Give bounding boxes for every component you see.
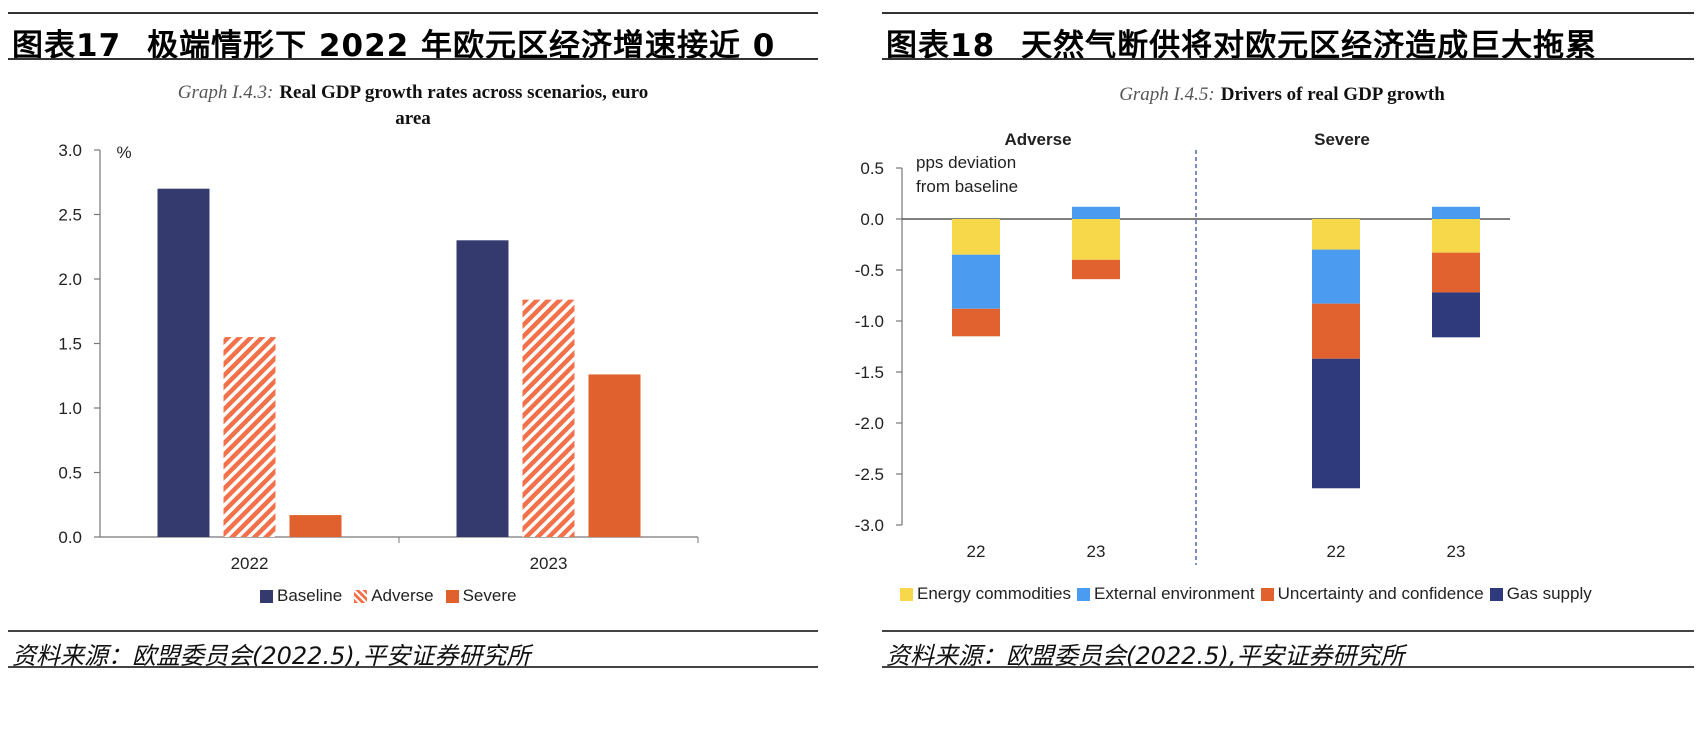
legend-swatch xyxy=(1489,587,1503,601)
source-top-rule xyxy=(8,630,818,632)
source-note: 资料来源：欧盟委员会(2022.5),平安证券研究所 xyxy=(886,642,1405,670)
y-tick-label: 0.0 xyxy=(860,210,884,229)
panel-label-adverse: Adverse xyxy=(1004,130,1071,149)
y-tick-label: -2.5 xyxy=(855,465,884,484)
bar-severe-2022 xyxy=(289,515,342,537)
chart-title-main: Drivers of real GDP growth xyxy=(1220,84,1445,105)
top-rule xyxy=(882,12,1694,14)
x-tick-label: 23 xyxy=(1087,542,1106,561)
bar-adverse-2022 xyxy=(223,337,276,537)
legend-swatch xyxy=(900,587,913,601)
panel-label-severe: Severe xyxy=(1314,130,1370,149)
top-rule xyxy=(8,12,818,14)
legend-label: Severe xyxy=(462,586,517,605)
bar-gas-supply-severe-22 xyxy=(1312,358,1360,489)
bar-uncertainty-and-confidence-adverse-22 xyxy=(952,308,1000,337)
bar-baseline-2023 xyxy=(456,240,509,538)
growth-scenarios-chart: 0.0 0.5 1.0 1.5 2.0 2.5 3.0 % 2022 2023 xyxy=(58,141,699,573)
legend-label: Gas supply xyxy=(1506,584,1592,603)
title-rule xyxy=(8,58,818,60)
bar-gas-supply-severe-23 xyxy=(1432,292,1480,338)
legend-swatch xyxy=(260,589,273,603)
bar-energy-commodities-adverse-22 xyxy=(952,219,1000,255)
y-tick-label: -0.5 xyxy=(855,261,884,280)
y-tick-label: 0.0 xyxy=(58,528,82,547)
y-tick-label: 2.0 xyxy=(58,270,82,289)
bar-uncertainty-and-confidence-severe-23 xyxy=(1432,252,1480,293)
x-tick-label: 2023 xyxy=(530,554,568,573)
y-tick-label: -2.0 xyxy=(855,414,884,433)
legend-item-energy-commodities: Energy commodities xyxy=(900,584,1071,604)
legend-item-uncertainty-and-confidence: Uncertainty and confidence xyxy=(1260,584,1484,604)
bar-uncertainty-and-confidence-adverse-23 xyxy=(1072,259,1120,280)
bar-adverse-2023 xyxy=(522,299,575,537)
plot-area: 0.0 0.5 1.0 1.5 2.0 2.5 3.0 % 2022 2023 xyxy=(58,141,699,573)
legend-label: Baseline xyxy=(277,586,343,605)
chart-legend: Energy commodities External environment Un… xyxy=(900,584,1598,604)
chart-title-prefix: Graph I.4.5: xyxy=(1119,84,1215,105)
legend-item-severe: Severe xyxy=(445,586,517,606)
y-unit-label: % xyxy=(116,143,131,162)
gdp-drivers-chart: 0.5 0.0 -0.5 -1.0 -1.5 -2.0 -2.5 -3.0 pps deviat… xyxy=(855,130,1510,565)
bar-energy-commodities-adverse-23 xyxy=(1072,219,1120,260)
bar-energy-commodities-severe-22 xyxy=(1312,219,1360,250)
y-tick-label: -3.0 xyxy=(855,516,884,535)
y-tick-label: 2.5 xyxy=(58,206,82,225)
bar-external-environment-adverse-22 xyxy=(952,254,1000,309)
legend-swatch xyxy=(354,589,368,603)
bar-energy-commodities-severe-23 xyxy=(1432,219,1480,253)
legend-swatch xyxy=(1260,587,1274,601)
figure-17-panel: 图表17 极端情形下 2022 年欧元区经济增速接近 0 Graph I.4.3:… xyxy=(8,0,818,736)
legend-swatch xyxy=(1077,587,1091,601)
chart-title-line1: Real GDP growth rates across scenarios, … xyxy=(279,82,649,103)
legend-label: External environment xyxy=(1094,584,1255,603)
source-note: 资料来源：欧盟委员会(2022.5),平安证券研究所 xyxy=(12,642,531,670)
bar-external-environment-adverse-23 xyxy=(1072,206,1120,219)
chart-title: Graph I.4.3: Real GDP growth rates across… xyxy=(98,80,728,132)
legend-item-baseline: Baseline xyxy=(260,586,342,606)
x-tick-label: 22 xyxy=(1327,542,1346,561)
legend-item-external-environment: External environment xyxy=(1077,584,1255,604)
y-tick-label: 0.5 xyxy=(58,464,82,483)
y-tick-label: -1.0 xyxy=(855,312,884,331)
y-tick-label: 0.5 xyxy=(860,159,884,178)
bar-severe-2023 xyxy=(588,374,641,537)
source-bottom-rule xyxy=(8,666,818,668)
title-rule xyxy=(882,58,1694,60)
legend-label: Uncertainty and confidence xyxy=(1277,584,1484,603)
bar-external-environment-severe-22 xyxy=(1312,249,1360,304)
legend-item-gas-supply: Gas supply xyxy=(1489,584,1592,604)
chart-title-line2: area xyxy=(395,108,431,129)
chart-legend: Baseline Adverse Severe xyxy=(260,586,528,606)
bar-external-environment-severe-23 xyxy=(1432,206,1480,219)
legend-label: Energy commodities xyxy=(917,584,1072,603)
x-tick-label: 22 xyxy=(967,542,986,561)
source-bottom-rule xyxy=(882,666,1694,668)
chart-title: Graph I.4.5: Drivers of real GDP growth xyxy=(962,82,1602,108)
legend-swatch xyxy=(445,589,459,603)
x-tick-label: 2022 xyxy=(231,554,269,573)
legend-item-adverse: Adverse xyxy=(354,586,434,606)
y-tick-label: 1.5 xyxy=(58,335,82,354)
figure-18-panel: 图表18 天然气断供将对欧元区经济造成巨大拖累 Graph I.4.5: Drive… xyxy=(855,0,1694,736)
y-unit-label-line2: from baseline xyxy=(916,177,1018,196)
bar-baseline-2022 xyxy=(157,188,210,537)
bar-uncertainty-and-confidence-severe-22 xyxy=(1312,303,1360,359)
y-tick-label: -1.5 xyxy=(855,363,884,382)
x-tick-label: 23 xyxy=(1447,542,1466,561)
source-top-rule xyxy=(882,630,1694,632)
y-tick-label: 3.0 xyxy=(58,141,82,160)
y-unit-label-line1: pps deviation xyxy=(916,153,1016,172)
legend-label: Adverse xyxy=(371,586,434,605)
y-tick-label: 1.0 xyxy=(58,399,82,418)
plot-area: 0.5 0.0 -0.5 -1.0 -1.5 -2.0 -2.5 -3.0 pps deviat… xyxy=(855,130,1510,565)
chart-title-prefix: Graph I.4.3: xyxy=(177,82,274,103)
